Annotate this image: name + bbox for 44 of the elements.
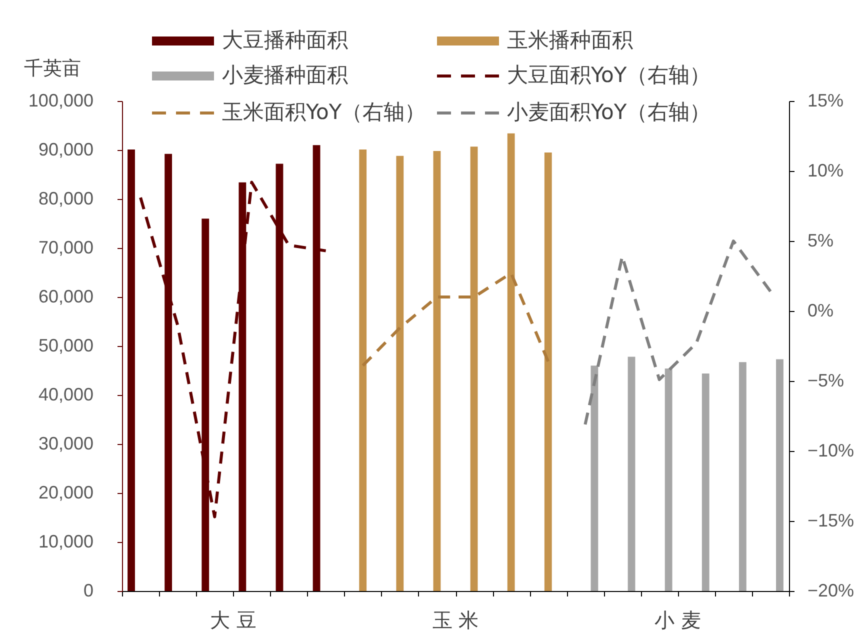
bar [590,366,598,591]
text: 玉 米 [432,608,479,632]
y2-tick-label: −20% [808,580,854,600]
y2-tick-label: 5% [808,230,834,250]
text: 小 麦 [654,608,702,632]
bar [396,156,404,591]
bar [738,362,746,591]
y-tick-label: 50,000 [38,336,94,356]
bar [359,150,367,591]
y2-tick-label: 0% [808,300,834,320]
bar [776,359,784,591]
text: 大 豆 [210,608,256,632]
y-tick-label: 30,000 [38,434,94,454]
y-tick-label: 80,000 [38,188,94,208]
y-tick-label: 60,000 [38,286,94,306]
bar [628,356,636,591]
bar [128,150,135,591]
legend-label: 小麦播种面积 [222,63,348,87]
bar [544,152,552,591]
bar [702,373,710,591]
y-tick-label: 100,000 [28,90,94,110]
y-tick-label: 40,000 [38,384,94,404]
bar [433,150,441,591]
y-tick-label: 70,000 [38,238,94,258]
y-tick-label: 90,000 [38,140,94,160]
y2-tick-label: −5% [808,370,844,390]
line-series [584,240,772,426]
y-tick-label: 0 [83,580,94,600]
y-tick-label: 10,000 [38,532,94,552]
y2-tick-label: −10% [808,440,854,460]
y-tick-label: 20,000 [38,482,94,502]
legend-label: 小麦面积YoY（右轴） [507,100,711,124]
y2-tick-label: 10% [808,160,844,180]
y2-tick-label: −15% [808,510,854,530]
bar [664,368,672,591]
bar [470,146,478,591]
line-series [361,272,550,368]
bar [507,133,515,591]
legend-label: 大豆播种面积 [222,28,348,52]
legend-label: 大豆面积YoY（右轴） [507,63,711,87]
y2-tick-label: 15% [808,90,844,110]
legend-label: 玉米播种面积 [507,28,633,52]
legend-label: 玉米面积YoY（右轴） [222,100,426,124]
y-axis-title: 千英亩 [24,58,81,80]
